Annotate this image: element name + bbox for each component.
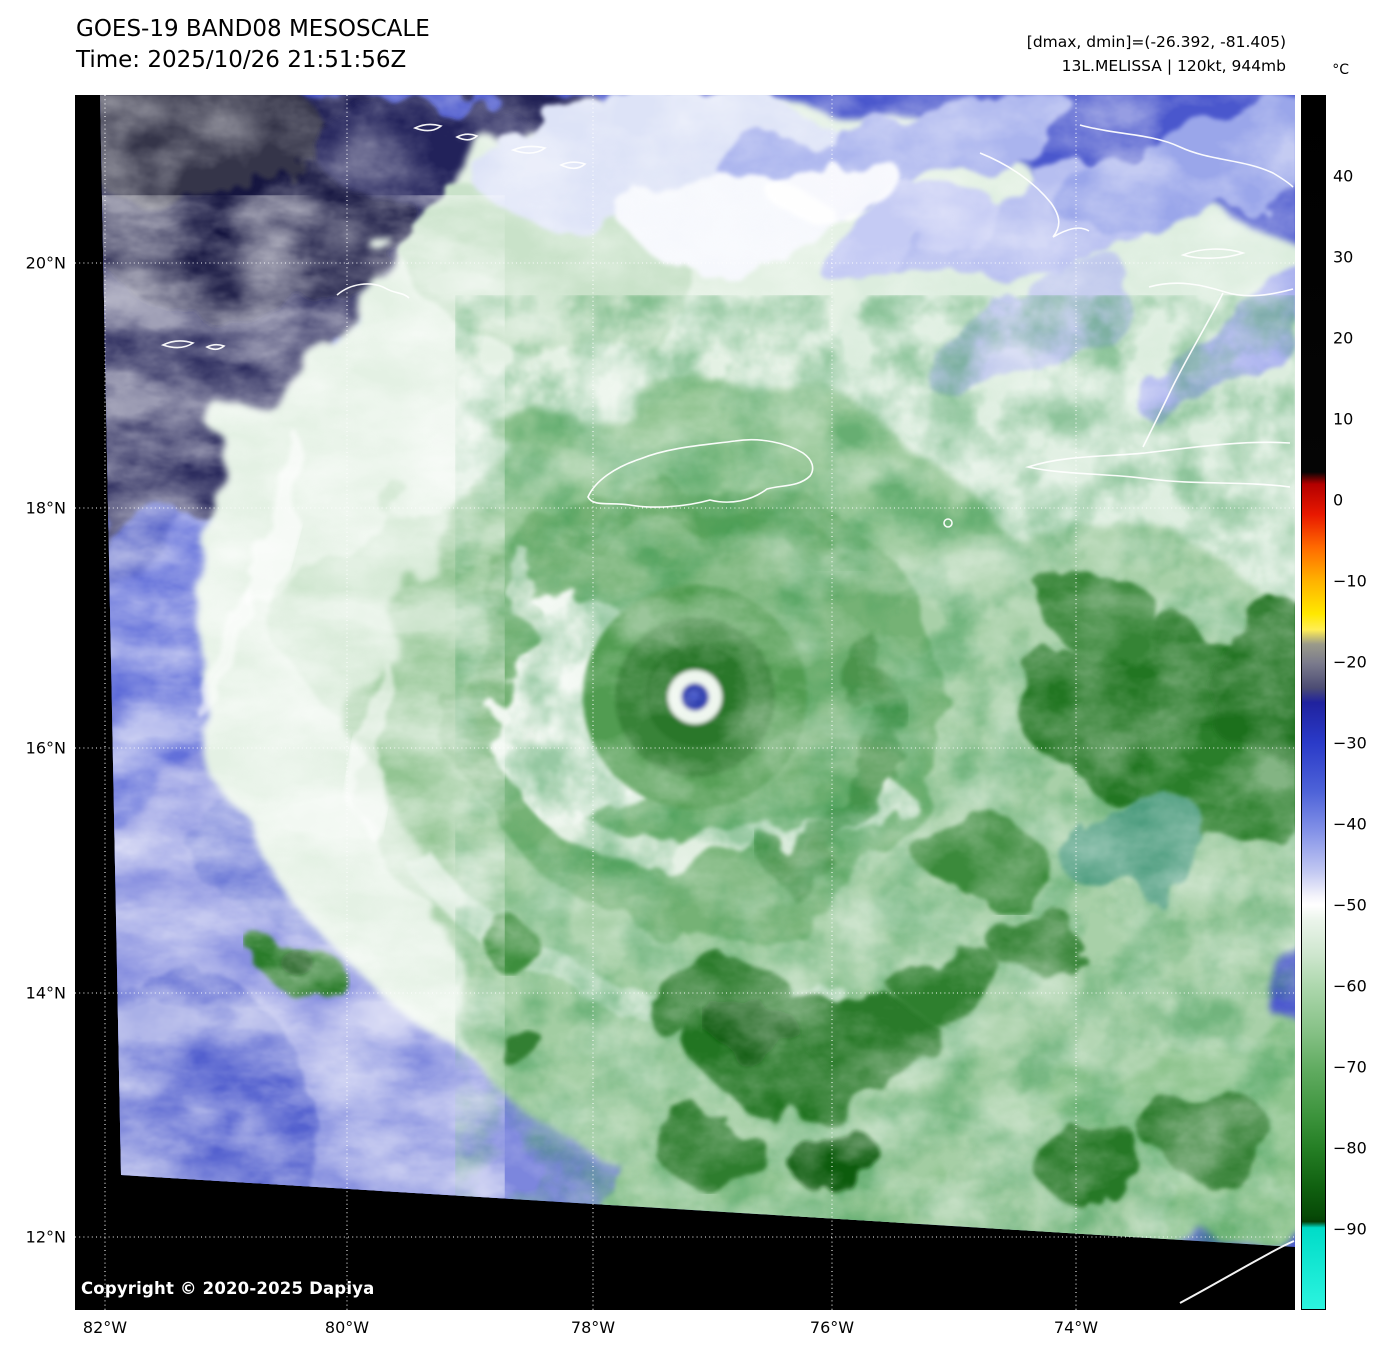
colorbar-tick-m40: −40 <box>1333 814 1367 834</box>
lon-label-74w: 74°W <box>1053 1318 1099 1337</box>
coastlines <box>160 123 1295 1304</box>
colorbar-tick-m70: −70 <box>1333 1057 1367 1077</box>
colorbar-tick-0: 0 <box>1333 490 1344 510</box>
product-time: Time: 2025/10/26 21:51:56Z <box>76 47 407 73</box>
colorbar-tick-m50: −50 <box>1333 895 1367 915</box>
colorbar <box>1301 95 1326 1310</box>
colorbar-tick-30: 30 <box>1333 247 1354 267</box>
colorbar-tick-m10: −10 <box>1333 571 1367 591</box>
colorbar-tick-m30: −30 <box>1333 733 1367 753</box>
dmax-dmin-readout: [dmax, dmin]=(-26.392, -81.405) <box>1026 33 1286 51</box>
satellite-imagery <box>75 95 1295 1310</box>
storm-info-readout: 13L.MELISSA | 120kt, 944mb <box>1061 57 1286 75</box>
colorbar-tick-m20: −20 <box>1333 652 1367 672</box>
colorbar-tick-m90: −90 <box>1333 1219 1367 1239</box>
gridlines <box>75 95 1295 1310</box>
imagery-base <box>100 95 1295 1247</box>
product-title: GOES-19 BAND08 MESOSCALE <box>76 16 430 42</box>
lat-label-12n: 12°N <box>25 1227 66 1247</box>
copyright: Copyright © 2020-2025 Dapiya <box>81 1279 375 1298</box>
colorbar-tick-m60: −60 <box>1333 976 1367 996</box>
header-info: [dmax, dmin]=(-26.392, -81.405) 13L.MELI… <box>1027 30 1286 78</box>
lat-label-20n: 20°N <box>25 253 66 273</box>
colorbar-unit: °C <box>1332 62 1349 78</box>
lon-label-80w: 80°W <box>324 1318 370 1337</box>
colorbar-tick-40: 40 <box>1333 166 1354 186</box>
colorbar-tick-10: 10 <box>1333 409 1354 429</box>
colorbar-tick-20: 20 <box>1333 328 1354 348</box>
satellite-map: Copyright © 2020-2025 Dapiya <box>75 95 1295 1310</box>
lon-label-76w: 76°W <box>809 1318 855 1337</box>
lon-label-82w: 82°W <box>82 1318 128 1337</box>
lat-label-18n: 18°N <box>25 498 66 518</box>
colorbar-tick-m80: −80 <box>1333 1138 1367 1158</box>
lat-label-16n: 16°N <box>25 738 66 758</box>
lat-label-14n: 14°N <box>25 983 66 1003</box>
lon-label-78w: 78°W <box>570 1318 616 1337</box>
